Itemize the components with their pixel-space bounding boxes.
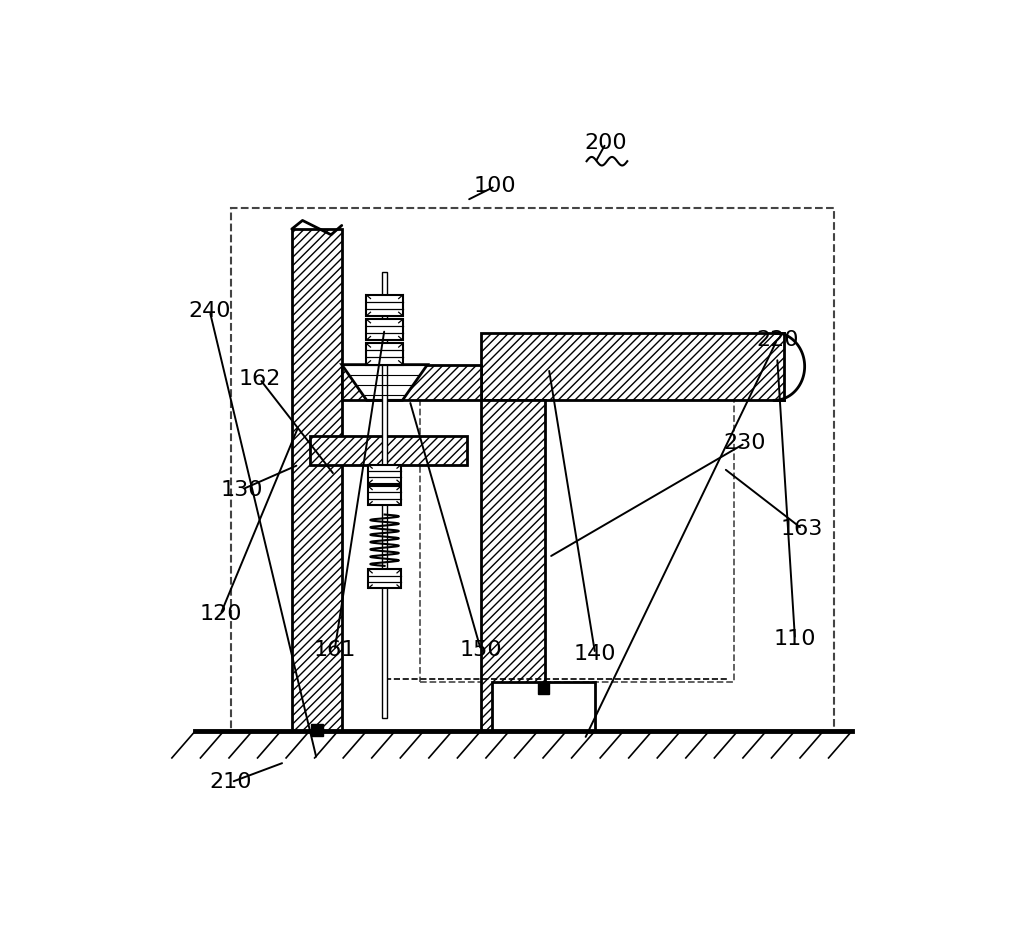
Bar (382, 272, 387, 718)
Text: 120: 120 (199, 604, 241, 625)
Bar (310, 436, 467, 464)
Bar (420, 400, 735, 682)
Text: 140: 140 (574, 643, 616, 664)
Bar (366, 319, 403, 340)
Polygon shape (341, 364, 427, 400)
Bar (538, 682, 549, 693)
Bar (292, 229, 341, 730)
Bar (492, 682, 595, 730)
Bar (311, 724, 323, 736)
Text: 162: 162 (238, 369, 281, 389)
Text: 220: 220 (756, 330, 798, 349)
Bar (341, 364, 481, 400)
Text: 163: 163 (781, 519, 824, 539)
Bar (231, 208, 834, 730)
Bar (368, 486, 401, 505)
Text: 200: 200 (585, 133, 628, 153)
Bar (481, 400, 545, 730)
Text: 161: 161 (314, 641, 356, 660)
Text: 110: 110 (774, 629, 817, 650)
Text: 130: 130 (221, 479, 263, 500)
Text: 230: 230 (724, 433, 766, 453)
Text: 240: 240 (188, 301, 231, 321)
Bar (366, 343, 403, 364)
Bar (366, 295, 403, 316)
Text: 100: 100 (474, 176, 516, 197)
Text: 150: 150 (460, 641, 502, 660)
Bar (481, 333, 784, 400)
Text: 210: 210 (210, 772, 252, 793)
Bar (368, 569, 401, 589)
Bar (368, 464, 401, 484)
